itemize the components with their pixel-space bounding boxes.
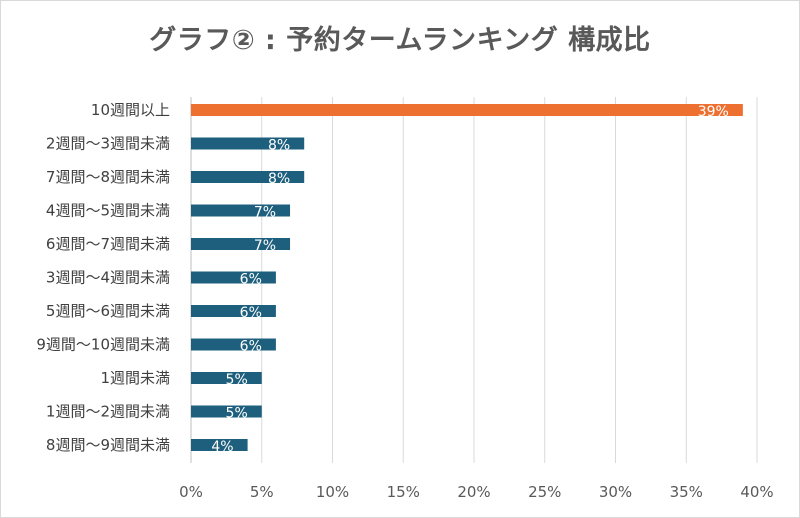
bar <box>191 305 276 317</box>
category-label: 5週間～6週間未満 <box>46 302 170 320</box>
data-label: 7% <box>254 238 276 254</box>
category-label: 8週間～9週間未満 <box>46 436 170 454</box>
data-label: 39% <box>698 104 729 120</box>
data-label: 6% <box>240 272 262 288</box>
chart-title: グラフ② : 予約タームランキング 構成比 <box>149 25 651 56</box>
data-label: 8% <box>268 171 290 187</box>
bar <box>191 271 276 284</box>
x-tick-label: 5% <box>250 483 274 501</box>
category-label: 6週間～7週間未満 <box>46 235 170 253</box>
x-tick-label: 20% <box>457 483 490 501</box>
x-tick-label: 30% <box>599 483 632 501</box>
bar <box>191 439 248 451</box>
data-label: 6% <box>240 339 262 355</box>
bar <box>191 372 262 384</box>
bar <box>191 238 291 250</box>
data-label: 4% <box>211 439 233 455</box>
x-tick-label: 40% <box>740 483 773 501</box>
category-label: 3週間～4週間未満 <box>46 269 170 287</box>
x-tick-label: 0% <box>179 483 203 501</box>
x-tick-label: 25% <box>528 483 561 501</box>
bar <box>191 405 262 418</box>
x-tick-label: 10% <box>316 483 349 501</box>
category-label: 4週間～5週間未満 <box>46 202 170 220</box>
category-label: 9週間～10週間未満 <box>36 336 170 354</box>
x-tick-label: 35% <box>670 483 703 501</box>
category-label: 10週間以上 <box>91 101 170 119</box>
bar <box>191 171 305 183</box>
category-label: 1週間～2週間未満 <box>46 403 170 421</box>
category-label: 2週間～3週間未満 <box>46 135 170 153</box>
x-tick-label: 15% <box>387 483 420 501</box>
data-label: 5% <box>226 406 248 422</box>
category-label: 7週間～8週間未満 <box>46 168 170 186</box>
data-label: 6% <box>240 305 262 321</box>
bar <box>191 104 743 116</box>
data-label: 8% <box>268 138 290 154</box>
data-label: 7% <box>254 205 276 221</box>
category-label: 1週間未満 <box>100 369 170 387</box>
data-label: 5% <box>226 372 248 388</box>
bar <box>191 204 291 217</box>
bar <box>191 338 276 351</box>
bar <box>191 137 305 150</box>
